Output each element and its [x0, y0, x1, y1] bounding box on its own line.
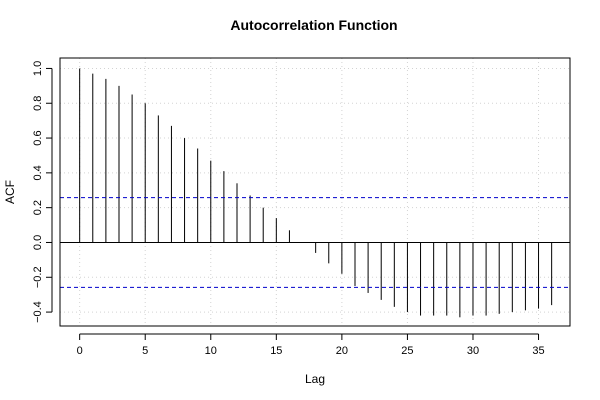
x-tick-label: 30	[467, 345, 479, 357]
y-tick-label: −0.4	[32, 301, 44, 323]
y-tick-label: 0.0	[32, 235, 44, 250]
x-tick-label: 15	[270, 345, 282, 357]
grid-layer	[60, 58, 570, 326]
bars-layer	[79, 68, 553, 318]
x-axis: 0 5 10 15 20 25 30 35	[77, 333, 545, 357]
y-tick-label: 0.2	[32, 200, 44, 215]
x-tick-label: 5	[142, 345, 148, 357]
chart-title: Autocorrelation Function	[230, 17, 397, 33]
x-tick-label: 35	[532, 345, 544, 357]
y-tick-label: 0.8	[32, 96, 44, 111]
x-tick-label: 0	[77, 345, 83, 357]
y-tick-label: 0.6	[32, 130, 44, 145]
x-tick-label: 10	[205, 345, 217, 357]
y-tick-label: 1.0	[32, 61, 44, 76]
reference-lines-layer	[60, 197, 570, 288]
x-axis-label: Lag	[305, 372, 325, 386]
y-axis: −0.4 −0.2 0.0 0.2 0.4 0.6 0.8 1.0	[32, 61, 53, 323]
y-tick-label: 0.4	[32, 165, 44, 180]
plot-frame	[59, 57, 571, 327]
x-tick-label: 25	[401, 345, 413, 357]
y-axis-label: ACF	[3, 180, 17, 204]
y-tick-label: −0.2	[32, 266, 44, 288]
x-tick-label: 20	[336, 345, 348, 357]
